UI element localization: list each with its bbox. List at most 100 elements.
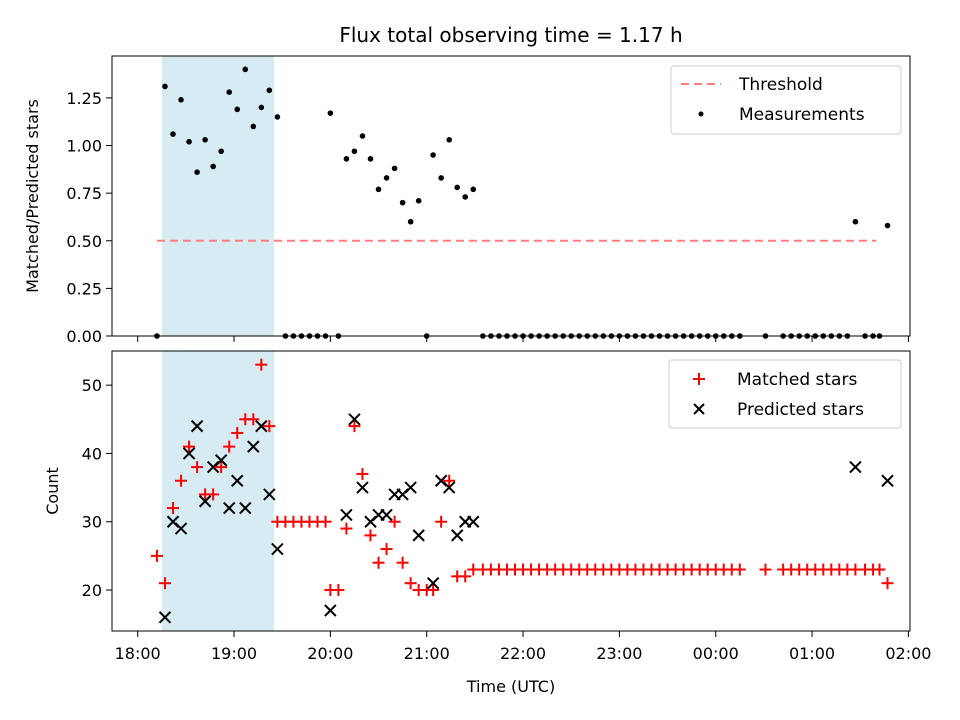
measurement-point — [351, 148, 358, 155]
xtick-label: 19:00 — [211, 644, 257, 663]
matched-star-marker — [364, 529, 377, 542]
predicted-marker-b — [434, 474, 448, 487]
measurement-point — [250, 123, 257, 130]
measurement-point — [430, 152, 436, 158]
predicted-marker-b — [849, 460, 862, 474]
legend-predicted-swatch — [693, 403, 705, 415]
predicted-star-marker — [380, 508, 393, 522]
matched-star-marker — [356, 467, 369, 480]
predicted-star-marker — [324, 604, 337, 617]
predicted-star-marker — [239, 501, 252, 515]
predicted-marker-b — [231, 474, 244, 487]
predicted-marker-b — [404, 481, 417, 494]
predicted-star-marker — [174, 522, 188, 535]
matched-star-marker — [255, 358, 268, 371]
x-axis-label: Time (UTC) — [466, 677, 555, 696]
predicted-star-marker — [190, 419, 204, 433]
chart-title: Flux total observing time = 1.17 h — [339, 23, 682, 47]
matched-star-marker — [247, 413, 260, 426]
xtick-label: 18:00 — [115, 644, 161, 663]
xtick-label: 20:00 — [307, 644, 353, 663]
matched-star-marker — [881, 577, 894, 590]
predicted-marker-b — [451, 529, 464, 542]
measurement-point — [884, 222, 891, 229]
top-plot-frame — [111, 55, 911, 337]
xtick-label: 00:00 — [693, 644, 739, 663]
predicted-star-marker — [158, 611, 172, 624]
measurement-point — [367, 156, 374, 162]
measurement-point — [274, 114, 281, 120]
measurement-point — [234, 106, 241, 113]
legend-matched-label: Matched stars — [737, 370, 857, 390]
matched-star-marker — [733, 563, 746, 576]
measurement-point — [454, 184, 461, 191]
top-ytick-label: 1.00 — [66, 137, 102, 156]
legend-matched-swatch — [693, 373, 705, 385]
measurement-point — [226, 89, 233, 95]
bottom-ytick-label: 30 — [82, 513, 102, 532]
legend-predicted-label: Predicted stars — [737, 400, 864, 420]
matched-star-marker — [215, 461, 228, 474]
measurement-point — [194, 169, 200, 175]
measurement-point — [242, 66, 249, 73]
measurement-point — [170, 131, 176, 137]
predicted-marker-b — [198, 495, 212, 508]
predicted-marker-b — [412, 529, 425, 542]
matched-star-marker — [167, 502, 180, 515]
bottom-legend: Matched stars Predicted stars — [668, 359, 902, 429]
predicted-marker-b — [348, 413, 361, 426]
predicted-marker-b — [380, 508, 393, 522]
predicted-star-marker — [271, 542, 284, 556]
measurement-point — [258, 104, 265, 111]
matched-star-marker — [759, 563, 772, 576]
bottom-legend-box — [668, 359, 902, 429]
measurement-point — [210, 163, 216, 170]
matched-star-marker — [340, 522, 353, 535]
matched-star-marker — [873, 563, 886, 576]
matched-star-marker — [223, 440, 236, 453]
top-y-axis-label: Matched/Predicted stars — [23, 99, 42, 293]
measurement-point — [438, 175, 444, 181]
measurement-point — [202, 137, 208, 143]
top-ytick-label: 0.25 — [66, 279, 102, 298]
predicted-marker-b — [247, 440, 260, 453]
predicted-marker-b — [263, 488, 276, 501]
measurement-point — [266, 87, 273, 94]
bottom-ytick-label: 50 — [82, 376, 102, 395]
legend-threshold-label: Threshold — [738, 75, 823, 95]
predicted-star-marker — [340, 508, 353, 522]
predicted-marker-b — [223, 501, 236, 515]
measurement-point — [178, 97, 184, 103]
predicted-marker-b — [271, 542, 284, 556]
measurement-point — [383, 175, 390, 181]
matched-star-marker — [388, 515, 401, 528]
predicted-marker-b — [324, 604, 337, 617]
xtick-label: 21:00 — [404, 644, 450, 663]
top-ytick-label: 0.00 — [66, 327, 102, 346]
predicted-star-marker — [247, 440, 260, 453]
bottom-x-ticks: 18:00 19:00 20:00 21:00 22:00 23:00 00:00 01:00… — [115, 631, 931, 663]
predicted-star-marker — [412, 529, 425, 542]
matched-star-marker — [348, 420, 361, 433]
predicted-marker-b — [214, 454, 228, 467]
predicted-marker-b — [166, 515, 180, 528]
measurement-point — [327, 110, 334, 116]
matched-star-marker — [459, 570, 472, 583]
predicted-star-marker — [214, 454, 228, 467]
bottom-ytick-label: 20 — [82, 581, 102, 600]
measurement-point — [218, 148, 224, 155]
predicted-star-marker — [404, 481, 417, 494]
predicted-star-marker — [198, 495, 212, 508]
xtick-label: 23:00 — [596, 644, 642, 663]
measurement-point — [415, 197, 422, 204]
top-ytick-label: 1.25 — [66, 89, 102, 108]
predicted-star-marker — [255, 419, 268, 433]
predicted-star-marker — [881, 474, 894, 487]
predicted-star-marker — [263, 488, 276, 501]
top-y-ticks: 0.00 0.25 0.50 0.75 1.00 1.25 — [66, 89, 112, 346]
matched-stars-markers — [150, 358, 894, 597]
predicted-marker-b — [182, 447, 196, 460]
measurement-point — [462, 194, 469, 200]
measurement-point — [407, 218, 414, 225]
matched-star-marker — [404, 577, 417, 590]
